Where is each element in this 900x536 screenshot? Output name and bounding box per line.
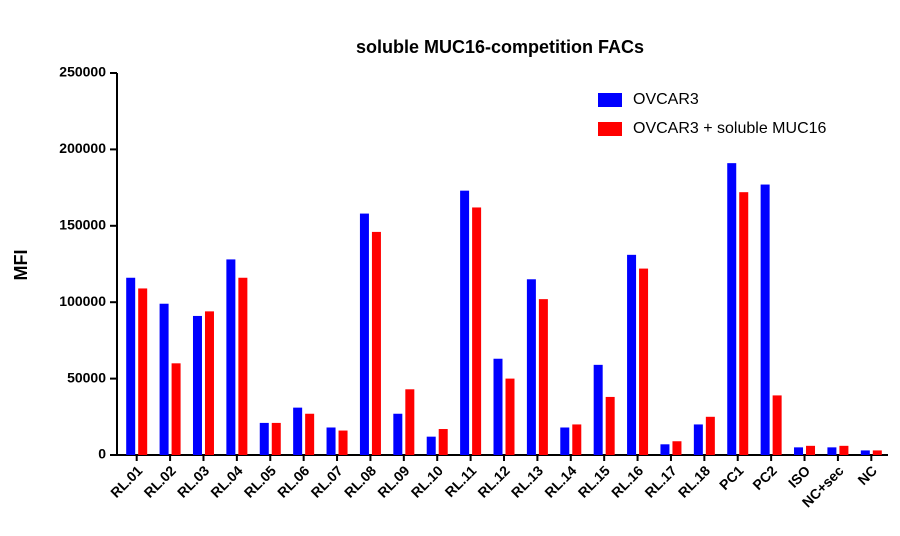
bar [693,424,703,455]
bar [238,277,248,455]
legend-label: OVCAR3 + soluble MUC16 [633,120,827,137]
bar [605,396,615,455]
y-tick-label: 100000 [59,293,106,309]
x-tick-label: RL.17 [641,462,679,500]
bar [860,450,870,455]
y-axis-title: MFI [11,250,31,281]
bar [159,303,169,455]
x-tick-label: RL.03 [174,462,212,500]
y-tick-label: 250000 [59,64,106,80]
bar [138,288,148,455]
bar [627,254,637,455]
y-tick-label: 150000 [59,217,106,233]
bar [639,268,649,455]
bar [760,184,770,455]
x-tick-label: RL.08 [341,462,379,500]
x-tick-label: PC2 [749,462,780,493]
bar [660,444,670,455]
x-tick-label: RL.05 [241,462,279,500]
bar [271,422,281,455]
x-tick-label: RL.18 [675,462,713,500]
bar [204,311,214,455]
bar [772,395,782,455]
legend-swatch [598,122,622,136]
x-tick-label: RL.16 [608,462,646,500]
bar [371,231,381,455]
bar [794,447,804,455]
x-tick-label: RL.13 [508,462,546,500]
bar [171,363,181,455]
bar [705,416,715,455]
bar [827,447,837,455]
bar [538,299,548,455]
x-tick-label: RL.07 [308,462,346,500]
legend-label: OVCAR3 [633,91,699,108]
bar [426,436,436,455]
y-tick-label: 200000 [59,140,106,156]
bar [593,364,603,455]
x-tick-label: RL.11 [442,462,480,500]
bar [126,277,136,455]
bar [192,315,202,455]
x-tick-label: RL.10 [408,462,446,500]
y-tick-label: 50000 [67,369,106,385]
x-tick-label: PC1 [716,462,747,493]
bar [493,358,503,455]
bar [526,279,536,455]
bar [460,190,470,455]
bar [293,407,303,455]
bar [259,422,269,455]
bar [839,445,849,455]
bar [338,430,348,455]
bar [672,441,682,455]
x-tick-label: RL.15 [575,462,613,500]
x-tick-label: RL.01 [107,462,145,500]
bar [359,213,369,455]
chart-title: soluble MUC16-competition FACs [356,37,644,57]
bar [472,207,482,455]
bar [872,450,882,455]
bar [326,427,336,455]
x-tick-label: RL.04 [207,462,245,500]
bar [393,413,403,455]
bar [572,424,582,455]
bar [405,389,415,455]
bar [739,192,749,455]
bar [806,445,816,455]
bar [727,163,737,456]
x-tick-label: ISO [785,462,813,490]
bar [305,413,315,455]
bar [560,427,570,455]
legend-swatch [598,93,622,107]
x-tick-label: RL.02 [141,462,179,500]
y-tick-label: 0 [98,446,106,462]
bar [438,429,448,455]
bar [505,378,515,455]
x-tick-label: RL.12 [474,462,512,500]
bar [226,259,236,455]
x-tick-label: RL.09 [374,462,412,500]
x-tick-label: RL.06 [274,462,312,500]
x-tick-label: NC [854,462,880,488]
x-tick-label: RL.14 [541,462,579,500]
